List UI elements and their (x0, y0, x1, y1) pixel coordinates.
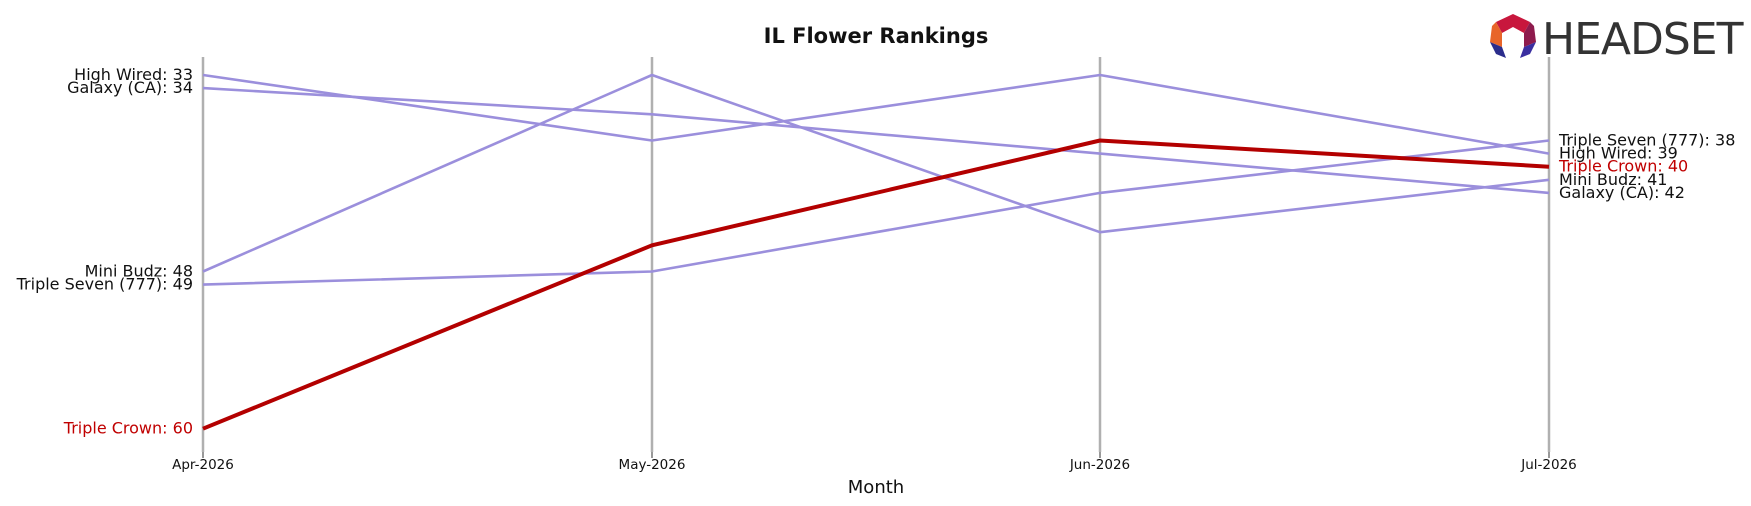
end-label: Triple Crown: 40 (1558, 157, 1688, 176)
x-tick-label: Jul-2026 (1520, 457, 1577, 473)
series-line-galaxy-ca (202, 86, 1550, 195)
start-label: Triple Crown: 60 (63, 419, 193, 438)
series-line-triple-crown (202, 138, 1550, 431)
series-lines (202, 73, 1550, 431)
x-tick-labels: Apr-2026 May-2026 Jun-2026 Jul-2026 (172, 457, 1577, 473)
series-line-mini-budz (202, 73, 1550, 273)
headset-logo-icon (1490, 14, 1536, 58)
end-label: High Wired: 39 (1559, 144, 1678, 163)
end-label: Mini Budz: 41 (1559, 170, 1667, 189)
series-line-high-wired (202, 73, 1550, 155)
end-label: Triple Seven (777): 38 (1558, 131, 1735, 150)
headset-logo-text: HEADSET (1542, 14, 1744, 65)
month-axes (201, 57, 1551, 458)
x-tick-label: May-2026 (619, 457, 686, 473)
start-label: Galaxy (CA): 34 (67, 78, 193, 97)
end-label: Galaxy (CA): 42 (1559, 183, 1685, 202)
start-label: High Wired: 33 (74, 65, 193, 84)
x-tick-label: Apr-2026 (172, 457, 234, 473)
series-line-triple-seven-777 (202, 139, 1550, 286)
x-axis-label: Month (848, 477, 904, 498)
start-label: Triple Seven (777): 49 (16, 275, 193, 294)
x-tick-label: Jun-2026 (1069, 457, 1130, 473)
headset-logo: HEADSET (1490, 14, 1745, 65)
start-label: Mini Budz: 48 (85, 262, 193, 281)
chart-title: IL Flower Rankings (764, 24, 989, 48)
